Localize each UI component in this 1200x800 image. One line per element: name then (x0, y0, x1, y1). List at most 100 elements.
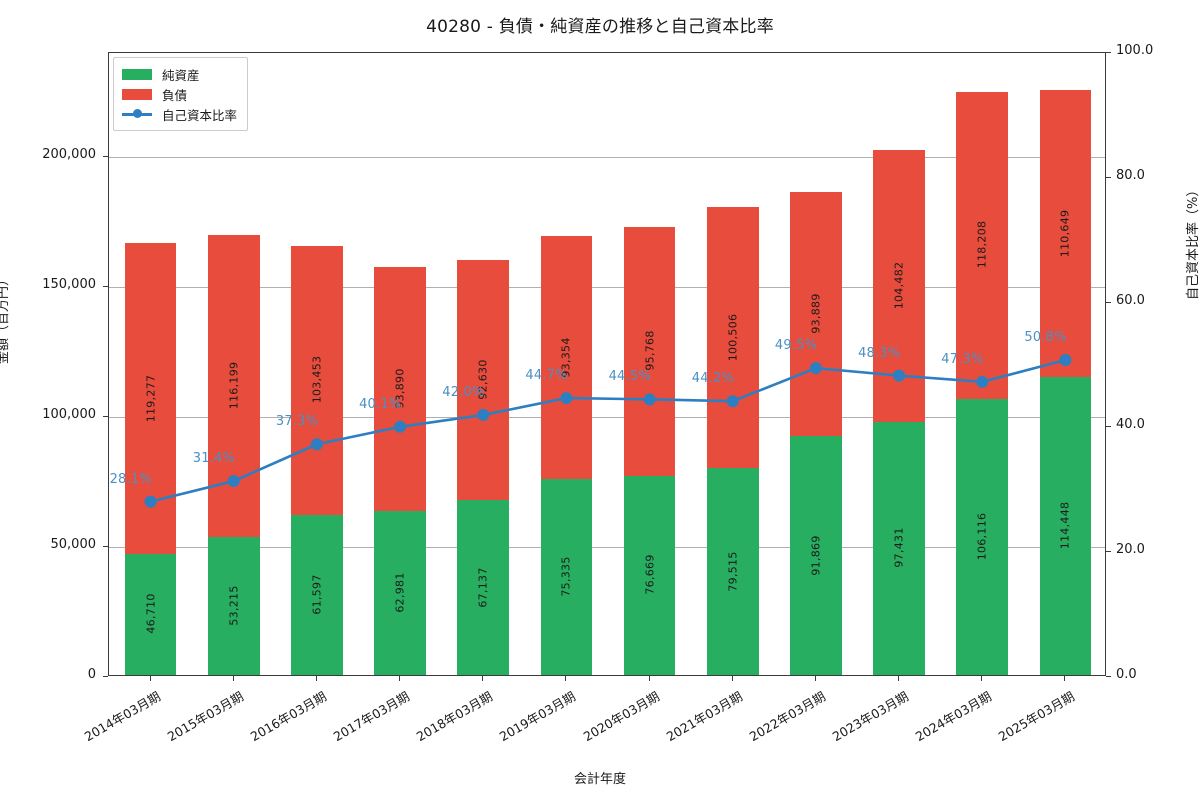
bar-segment-liability[interactable]: 119,277 (124, 243, 177, 554)
y-axis-left-tick (103, 286, 108, 287)
bar-value-label-equity: 46,710 (144, 593, 158, 634)
bar-segment-liability[interactable]: 104,482 (873, 150, 925, 422)
bar-value-label-equity: 106,116 (975, 512, 989, 561)
y-axis-right-tick (1106, 301, 1111, 303)
x-axis-tick (981, 676, 983, 681)
bar-value-label-equity: 67,137 (476, 567, 490, 608)
bar-group[interactable]: 114,448 110,649 (1039, 89, 1092, 675)
bar-value-label-equity: 62,981 (393, 572, 407, 613)
bar-segment-equity[interactable]: 91,869 (790, 436, 842, 675)
gridline (109, 157, 1105, 158)
bar-value-label-liability: 110,649 (1058, 209, 1072, 257)
bar-segment-equity[interactable]: 62,981 (374, 511, 426, 675)
ratio-value-label: 48.3% (858, 345, 901, 361)
ratio-value-label: 49.5% (774, 338, 818, 354)
legend-line-icon (122, 107, 152, 121)
legend-item[interactable]: 純資産 (122, 64, 237, 84)
bar-segment-liability[interactable]: 100,506 (706, 206, 759, 469)
bar-group[interactable]: 61,597 103,453 (291, 245, 343, 675)
ratio-value-label: 50.8% (1024, 330, 1067, 345)
y-axis-right-tick-label: 40.0 (1116, 417, 1145, 433)
x-axis-tick-label: 2016年03月期 (247, 688, 329, 745)
x-axis-tick (731, 676, 733, 681)
y-axis-right-tick (1106, 426, 1111, 428)
ratio-value-label: 28.1% (109, 471, 152, 487)
bar-group[interactable]: 46,710 119,277 (124, 243, 177, 675)
ratio-value-label: 31.4% (192, 451, 236, 467)
y-axis-left-tick (103, 546, 108, 547)
bar-value-label-equity: 76,669 (643, 554, 657, 595)
bar-group[interactable]: 79,515 100,506 (706, 206, 759, 675)
ratio-value-label: 44.7% (525, 368, 568, 384)
bar-segment-equity[interactable]: 46,710 (124, 553, 177, 675)
y-axis-left-tick (103, 676, 108, 677)
bar-segment-liability[interactable]: 93,354 (540, 236, 593, 480)
y-axis-right-tick (1106, 676, 1111, 677)
bar-group[interactable]: 106,116 118,208 (956, 91, 1009, 675)
bar-segment-equity[interactable]: 106,116 (956, 399, 1009, 675)
ratio-value-label: 42.0% (442, 384, 485, 400)
y-axis-left-tick-label: 50,000 (50, 537, 97, 552)
x-axis-tick-label: 2023年03月期 (829, 688, 912, 745)
x-axis-tick (1064, 676, 1066, 681)
x-axis-tick (232, 676, 234, 681)
bar-value-label-liability: 118,208 (975, 221, 989, 269)
legend-item-label: 自己資本比率 (162, 107, 238, 123)
x-axis-tick-label: 2024年03月期 (912, 688, 995, 745)
y-axis-left-tick (103, 156, 108, 157)
y-axis-right-tick-label: 80.0 (1116, 167, 1145, 183)
bar-value-label-equity: 114,448 (1058, 501, 1072, 550)
y-axis-left-tick-label: 150,000 (42, 277, 96, 292)
bar-segment-liability[interactable]: 93,889 (790, 192, 842, 437)
bar-segment-liability[interactable]: 103,453 (291, 245, 343, 515)
bar-segment-liability[interactable]: 95,768 (623, 226, 676, 476)
y-axis-left-tick (103, 416, 108, 417)
y-axis-right-tick-label: 60.0 (1116, 292, 1145, 308)
y-axis-right-tick-label: 0.0 (1116, 667, 1137, 682)
y-axis-left-tick-label: 200,000 (42, 147, 96, 162)
bar-segment-equity[interactable]: 61,597 (291, 514, 343, 675)
chart-legend: 純資産負債自己資本比率 (113, 57, 249, 131)
ratio-value-label: 37.3% (275, 414, 319, 430)
bar-segment-liability[interactable]: 118,208 (956, 91, 1009, 400)
x-axis-tick (399, 676, 401, 681)
y-axis-right-tick-label: 100.0 (1116, 43, 1154, 58)
bar-group[interactable]: 76,669 95,768 (623, 226, 676, 675)
bar-segment-liability[interactable]: 110,649 (1039, 89, 1092, 378)
bar-group[interactable]: 67,137 92,630 (457, 259, 510, 675)
ratio-value-label: 44.2% (691, 371, 735, 387)
bar-group[interactable]: 91,869 93,889 (790, 192, 842, 675)
bar-group[interactable]: 75,335 93,354 (540, 236, 593, 675)
bar-segment-equity[interactable]: 76,669 (623, 475, 676, 675)
bar-value-label-liability: 119,277 (144, 374, 158, 422)
bar-value-label-equity: 91,869 (809, 534, 823, 576)
bar-value-label-equity: 53,215 (227, 585, 241, 626)
x-axis-tick-label: 2022年03月期 (746, 688, 828, 745)
y-axis-left-tick-label: 100,000 (42, 407, 96, 422)
bar-segment-equity[interactable]: 67,137 (457, 500, 510, 675)
x-axis-tick-label: 2020年03月期 (580, 688, 662, 745)
bar-value-label-equity: 79,515 (726, 550, 740, 592)
legend-item[interactable]: 負債 (122, 84, 237, 104)
ratio-value-label: 40.1% (359, 396, 402, 412)
ratio-value-label: 47.3% (941, 351, 984, 367)
y-axis-left-tick-label: 0 (87, 667, 96, 682)
bar-group[interactable]: 97,431 104,482 (873, 150, 925, 675)
bar-value-label-liability: 100,506 (726, 313, 740, 361)
bar-segment-equity[interactable]: 53,215 (207, 536, 260, 675)
legend-item-label: 純資産 (162, 67, 200, 83)
bar-segment-equity[interactable]: 97,431 (873, 421, 925, 675)
bar-segment-equity[interactable]: 75,335 (540, 479, 593, 675)
bar-group[interactable]: 62,981 93,890 (374, 267, 426, 675)
bar-segment-liability[interactable]: 92,630 (457, 259, 510, 501)
x-axis-tick (315, 676, 317, 681)
bar-segment-equity[interactable]: 114,448 (1039, 377, 1092, 675)
bar-segment-equity[interactable]: 79,515 (706, 468, 759, 675)
bar-value-label-equity: 61,597 (310, 574, 324, 615)
bar-segment-liability[interactable]: 116,199 (207, 234, 260, 537)
legend-item[interactable]: 自己資本比率 (122, 104, 237, 124)
legend-item-label: 負債 (162, 87, 188, 103)
y-axis-left-label: 金額（百万円） (0, 272, 11, 364)
x-axis-label: 会計年度 (573, 772, 626, 787)
bar-segment-liability[interactable]: 93,890 (374, 267, 426, 512)
